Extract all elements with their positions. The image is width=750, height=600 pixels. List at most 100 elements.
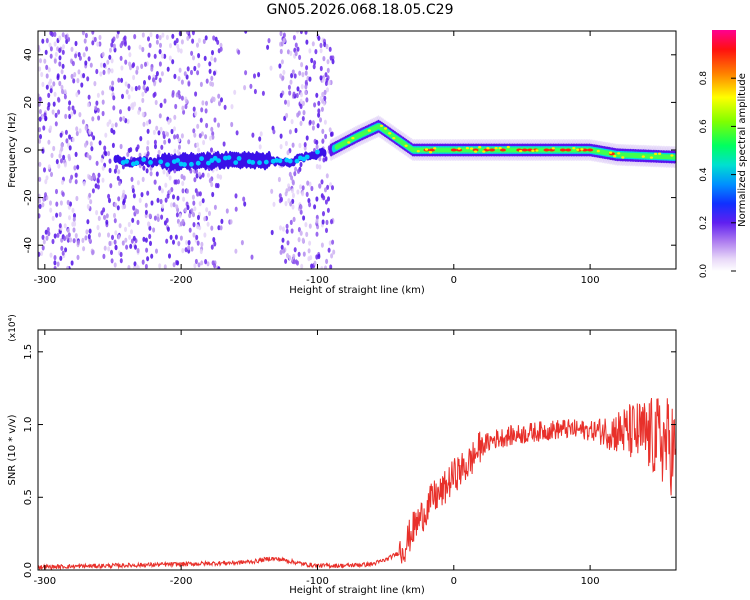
noise-speck [134, 208, 138, 214]
noise-speck [64, 129, 68, 135]
noise-speck [81, 237, 85, 243]
noise-speck [164, 197, 168, 203]
noise-speck [40, 250, 44, 256]
noise-speck [108, 167, 112, 174]
noise-speck [51, 31, 54, 37]
noise-speck [317, 108, 321, 114]
noise-speck [114, 245, 118, 251]
noise-speck [72, 216, 76, 222]
noise-speck [177, 241, 181, 247]
noise-speck [166, 193, 170, 199]
noise-speck [315, 231, 319, 237]
weak-ridge-peak [206, 160, 211, 166]
noise-speck [219, 225, 223, 231]
noise-speck [55, 201, 59, 207]
colorbar-label: Normalized spectral amplitude [737, 73, 748, 227]
noise-speck [49, 200, 52, 206]
noise-speck [136, 144, 140, 150]
noise-speck [310, 57, 314, 64]
noise-speck [196, 191, 199, 197]
ridge-accent [482, 150, 486, 153]
noise-speck [128, 52, 132, 58]
noise-speck [310, 185, 314, 192]
noise-speck [210, 126, 214, 132]
noise-speck [110, 258, 114, 264]
noise-speck [47, 102, 51, 108]
noise-speck [38, 251, 41, 257]
noise-speck [135, 69, 139, 75]
noise-speck [99, 71, 103, 77]
noise-speck [261, 90, 265, 96]
noise-speck [299, 120, 303, 126]
noise-speck [134, 85, 138, 92]
noise-speck [145, 120, 149, 126]
noise-speck [74, 151, 78, 157]
noise-speck [196, 123, 200, 129]
noise-speck [173, 126, 176, 132]
noise-speck [285, 223, 289, 229]
noise-speck [284, 258, 288, 264]
noise-speck [95, 160, 99, 166]
noise-speck [203, 55, 207, 62]
noise-speck [155, 71, 159, 77]
noise-speck [186, 66, 190, 72]
noise-speck [62, 44, 65, 50]
noise-speck [42, 125, 46, 131]
noise-speck [284, 201, 288, 207]
noise-speck [184, 103, 188, 110]
noise-speck [172, 262, 176, 268]
noise-speck [129, 243, 133, 249]
noise-speck [76, 254, 80, 260]
noise-speck [145, 247, 149, 253]
noise-speck [194, 91, 198, 97]
noise-speck [161, 203, 165, 209]
noise-speck [166, 226, 170, 232]
noise-speck [293, 247, 297, 253]
noise-speck [57, 96, 60, 102]
noise-speck [299, 204, 303, 210]
noise-speck [305, 135, 309, 141]
noise-speck [59, 255, 63, 261]
noise-speck [208, 210, 211, 216]
noise-speck [155, 248, 158, 254]
noise-speck [289, 79, 293, 85]
ridge-peak [429, 148, 435, 152]
noise-speck [78, 112, 82, 118]
noise-speck [325, 219, 329, 225]
noise-speck [320, 266, 324, 269]
noise-speck [70, 174, 74, 180]
noise-speck [199, 248, 203, 255]
noise-speck [100, 157, 104, 163]
noise-speck [319, 65, 323, 72]
noise-speck [190, 208, 194, 214]
noise-speck [84, 235, 88, 241]
noise-speck [153, 215, 157, 221]
noise-speck [77, 69, 81, 75]
noise-speck [111, 234, 114, 240]
noise-speck [81, 31, 85, 36]
noise-speck [319, 96, 323, 102]
noise-speck [300, 92, 303, 98]
noise-speck [150, 66, 154, 72]
noise-speck [322, 211, 325, 217]
noise-speck [282, 69, 286, 75]
noise-speck [300, 263, 304, 269]
noise-speck [132, 193, 136, 199]
weak-ridge-peak [124, 159, 129, 164]
ridge-accent [617, 152, 621, 155]
noise-speck [200, 107, 204, 113]
noise-speck [185, 240, 189, 246]
snr-series-line [38, 397, 676, 570]
noise-speck [38, 109, 42, 115]
noise-speck [216, 183, 220, 189]
noise-speck [206, 261, 210, 267]
noise-speck [243, 201, 247, 207]
noise-speck [284, 140, 288, 147]
noise-speck [217, 266, 221, 269]
noise-speck [196, 70, 200, 76]
noise-speck [213, 117, 217, 123]
ridge-accent [457, 147, 461, 150]
noise-speck [282, 38, 286, 44]
noise-speck [117, 77, 121, 83]
noise-speck [210, 244, 214, 250]
